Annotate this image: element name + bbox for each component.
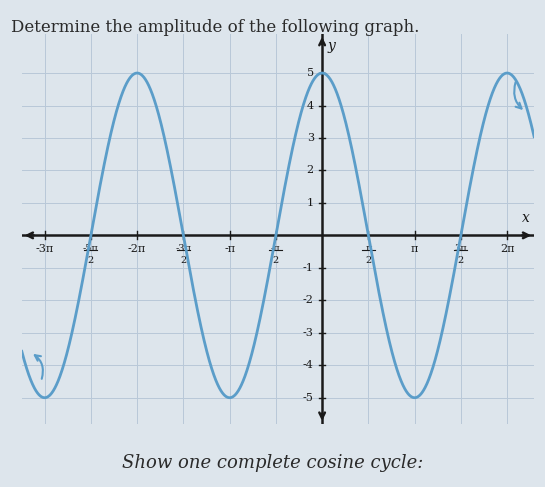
Text: Determine the amplitude of the following graph.: Determine the amplitude of the following…	[11, 19, 419, 37]
Text: 2π: 2π	[500, 244, 514, 255]
Text: 2: 2	[307, 166, 314, 175]
Text: -3: -3	[303, 328, 314, 338]
Text: 5: 5	[307, 68, 314, 78]
Text: Show one complete cosine cycle:: Show one complete cosine cycle:	[122, 454, 423, 472]
Text: -3π: -3π	[35, 244, 54, 255]
Text: 2: 2	[272, 256, 279, 264]
Text: 2: 2	[365, 256, 372, 264]
Text: -3π: -3π	[175, 244, 191, 253]
Text: 2: 2	[180, 256, 186, 264]
Text: -5π: -5π	[83, 244, 99, 253]
Text: 3: 3	[307, 133, 314, 143]
Text: -π: -π	[271, 244, 281, 253]
Text: 1: 1	[307, 198, 314, 208]
Text: -2: -2	[303, 295, 314, 305]
Text: y: y	[328, 39, 335, 53]
Text: x: x	[522, 211, 530, 225]
Text: -4: -4	[303, 360, 314, 370]
Text: -1: -1	[303, 263, 314, 273]
Text: 2: 2	[458, 256, 464, 264]
Text: 4: 4	[307, 100, 314, 111]
Text: 2: 2	[88, 256, 94, 264]
Text: -2π: -2π	[128, 244, 146, 255]
Text: -π: -π	[224, 244, 235, 255]
Text: π: π	[365, 244, 372, 253]
Text: 3π: 3π	[455, 244, 467, 253]
Text: π: π	[411, 244, 419, 255]
Text: -5: -5	[303, 393, 314, 403]
